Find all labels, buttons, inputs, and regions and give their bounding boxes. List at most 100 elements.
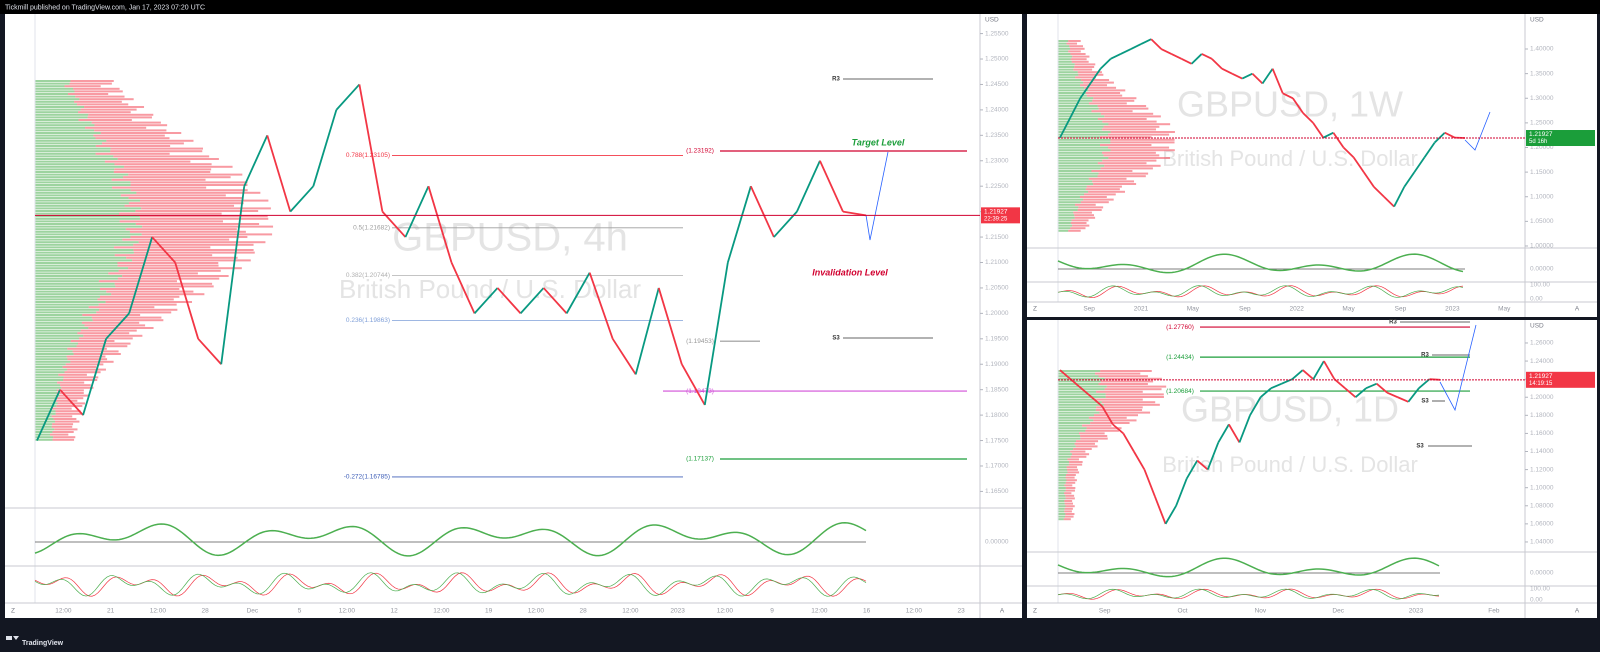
volume-profile-up <box>35 85 65 88</box>
volume-profile-down <box>1069 461 1083 463</box>
volume-profile-down <box>1101 401 1156 404</box>
panel-background <box>5 14 1022 618</box>
volume-profile-down <box>130 184 248 186</box>
volume-profile-down <box>133 251 255 254</box>
volume-profile-up <box>1058 377 1105 380</box>
price-segment <box>1080 387 1093 398</box>
volume-profile-down <box>53 418 77 420</box>
volume-profile-down <box>1064 507 1073 510</box>
y-tick-label: 1.20000 <box>1530 394 1554 401</box>
volume-profile-down <box>1100 370 1152 372</box>
volume-profile-down <box>55 412 82 415</box>
volume-profile-up <box>1058 66 1075 68</box>
volume-profile-down <box>52 438 75 441</box>
price-segment <box>1423 142 1436 158</box>
price-segment <box>1291 369 1304 380</box>
volume-profile-up <box>35 142 102 145</box>
volume-profile-up <box>1058 136 1101 139</box>
volume-profile-down <box>56 397 84 400</box>
volume-profile-down <box>1095 409 1143 411</box>
volume-profile-down <box>1080 437 1108 440</box>
price-segment <box>105 312 130 340</box>
scale-button[interactable]: Z <box>1033 608 1037 615</box>
volume-profile-down <box>96 311 172 314</box>
price-segment <box>1079 82 1092 99</box>
volume-profile-up <box>35 199 141 202</box>
price-segment <box>1312 360 1325 380</box>
scale-button[interactable]: A <box>1575 306 1580 313</box>
volume-profile-down <box>1088 102 1127 105</box>
volume-profile-down <box>114 282 213 285</box>
price-segment <box>819 160 844 213</box>
volume-profile-down <box>1073 68 1093 71</box>
volume-profile-down <box>1069 47 1085 50</box>
projection-arrow <box>1439 324 1477 412</box>
y-tick-label: 1.23000 <box>985 157 1009 164</box>
volume-profile-down <box>108 272 198 275</box>
volume-profile-up <box>1058 445 1076 448</box>
time-label: 12 <box>390 608 398 615</box>
volume-profile-down <box>75 95 125 98</box>
scale-button[interactable]: A <box>1575 608 1580 615</box>
volume-profile-up <box>1058 390 1097 393</box>
time-label: 2022 <box>1289 306 1304 313</box>
volume-profile-up <box>35 186 113 189</box>
volume-profile-down <box>76 345 128 348</box>
price-segment <box>151 236 176 264</box>
volume-profile-down <box>1064 510 1072 513</box>
volume-profile-up <box>35 394 60 397</box>
volume-profile-down <box>1096 406 1143 409</box>
price-segment <box>59 389 84 416</box>
volume-profile-up <box>35 386 62 389</box>
scale-button[interactable]: A <box>1000 608 1005 615</box>
volume-profile-down <box>133 243 254 246</box>
volume-profile-down <box>1100 380 1154 383</box>
volume-profile-up <box>1058 151 1103 154</box>
volume-profile-down <box>1068 50 1081 53</box>
volume-profile-up <box>35 121 92 124</box>
time-label: Feb <box>1488 608 1500 615</box>
volume-profile-down <box>95 145 171 147</box>
volume-profile-up <box>35 264 118 267</box>
scale-button[interactable]: Z <box>11 608 15 615</box>
last-price-box <box>981 207 1020 224</box>
volume-profile-up <box>35 405 57 407</box>
volume-profile-up <box>1058 131 1111 133</box>
volume-profile-up <box>1058 110 1092 113</box>
volume-profile-up <box>35 236 131 238</box>
volume-profile-down <box>117 264 219 267</box>
watermark-symbol: GBPUSD, 1D <box>1181 389 1399 430</box>
price-segment <box>842 210 867 217</box>
volume-profile-down <box>93 134 165 137</box>
volume-profile-down <box>1077 71 1102 74</box>
scale-button[interactable]: Z <box>1033 306 1037 313</box>
volume-profile-down <box>106 290 194 293</box>
price-segment <box>1332 132 1345 149</box>
volume-profile-up <box>1058 393 1106 396</box>
volume-profile-up <box>1058 370 1101 372</box>
top-bar <box>0 0 1600 14</box>
y-tick-label: 1.10000 <box>1530 193 1554 200</box>
volume-profile-down <box>1105 393 1164 396</box>
volume-profile-up <box>35 106 85 108</box>
time-label: Nov <box>1255 608 1267 615</box>
volume-profile-down <box>1103 125 1160 128</box>
volume-profile-up <box>1058 53 1071 55</box>
volume-profile-down <box>94 129 167 132</box>
volume-profile-down <box>95 152 170 155</box>
volume-profile-up <box>35 246 114 249</box>
brand-text[interactable]: TradingView <box>22 640 64 647</box>
volume-profile-up <box>35 262 118 264</box>
price-segment <box>726 185 752 263</box>
volume-profile-down <box>1091 170 1133 172</box>
volume-profile-down <box>119 220 223 223</box>
time-label: Sep <box>1395 306 1407 313</box>
volume-profile-down <box>84 106 145 108</box>
y-tick-label: 1.15000 <box>1530 169 1554 176</box>
volume-profile-down <box>1073 211 1092 214</box>
osc-line <box>34 521 867 557</box>
volume-profile-up <box>1058 79 1081 81</box>
price-segment <box>1181 58 1193 65</box>
pivot-label: S3 <box>1421 399 1429 405</box>
volume-profile-down <box>130 181 248 184</box>
